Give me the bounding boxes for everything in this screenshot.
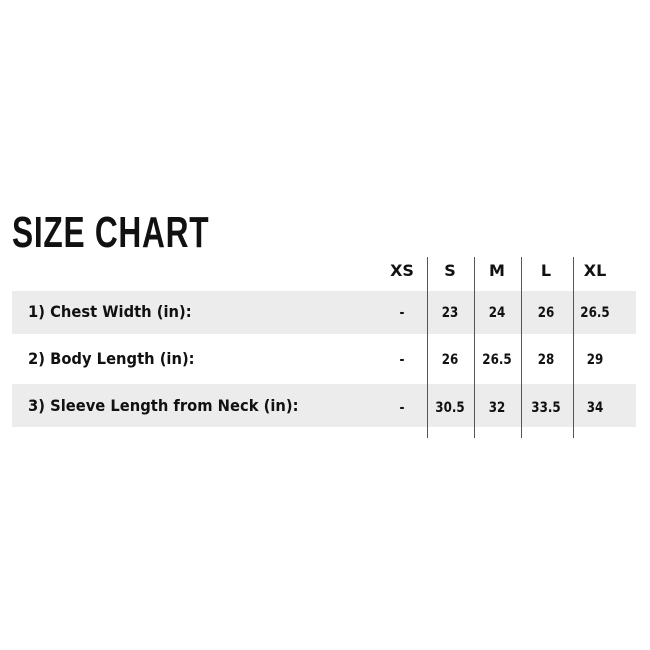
cell: - xyxy=(399,352,405,368)
column-header-xs: XS xyxy=(390,261,414,280)
column-divider xyxy=(474,257,475,438)
cell: 26.5 xyxy=(580,305,610,321)
cell: 29 xyxy=(586,352,604,368)
column-header-s: S xyxy=(444,261,456,280)
row-label: 2) Body Length (in): xyxy=(28,349,195,368)
column-divider xyxy=(521,257,522,438)
cell: 30.5 xyxy=(435,400,465,416)
cell: - xyxy=(399,400,405,416)
cell: 26 xyxy=(537,305,555,321)
cell: - xyxy=(399,305,405,321)
cell: 26 xyxy=(441,352,459,368)
cell: 26.5 xyxy=(482,352,512,368)
column-header-l: L xyxy=(540,261,552,280)
row-label: 3) Sleeve Length from Neck (in): xyxy=(28,396,299,415)
cell: 33.5 xyxy=(531,400,561,416)
row-label: 1) Chest Width (in): xyxy=(28,302,192,321)
cell: 23 xyxy=(441,305,459,321)
row-band-3 xyxy=(12,384,636,427)
cell: 24 xyxy=(488,305,506,321)
page-title: SIZE CHART xyxy=(12,208,210,257)
cell: 28 xyxy=(537,352,555,368)
cell: 32 xyxy=(488,400,506,416)
column-divider xyxy=(573,257,574,438)
row-band-1 xyxy=(12,291,636,334)
cell: 34 xyxy=(586,400,604,416)
column-header-xl: XL xyxy=(583,261,607,280)
column-divider xyxy=(427,257,428,438)
column-header-m: M xyxy=(489,261,505,280)
